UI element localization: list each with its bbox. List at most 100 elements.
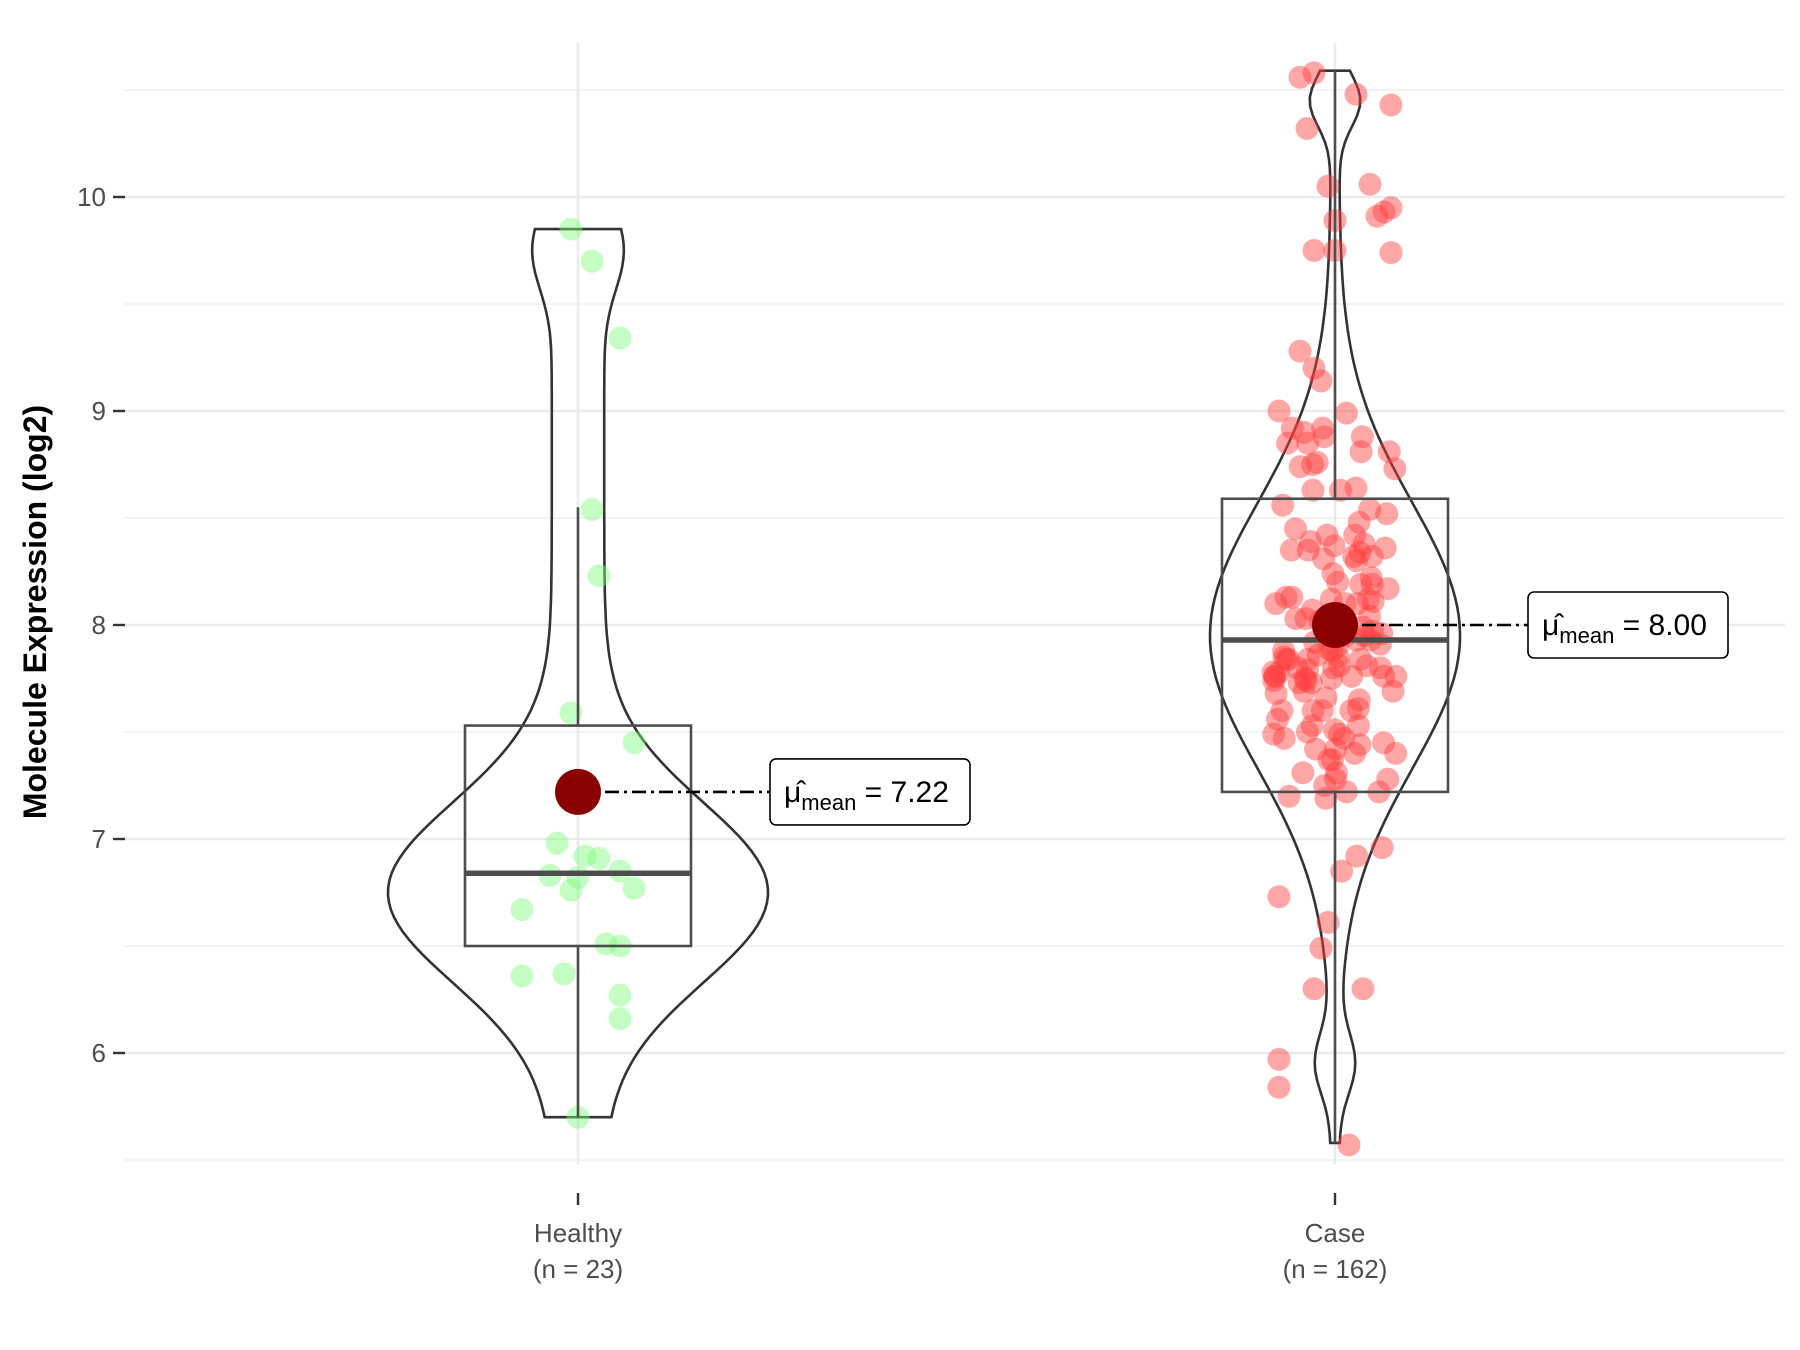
data-point bbox=[1384, 741, 1408, 765]
data-point bbox=[1306, 643, 1330, 667]
data-point bbox=[1330, 859, 1354, 883]
data-point bbox=[1360, 572, 1384, 596]
data-point bbox=[1358, 172, 1382, 196]
data-point bbox=[1317, 748, 1341, 772]
data-point bbox=[1293, 667, 1317, 690]
mean-label-box bbox=[769, 758, 971, 826]
data-point bbox=[1343, 523, 1367, 547]
data-point bbox=[1343, 741, 1367, 765]
box-plots bbox=[463, 70, 1450, 1143]
data-point bbox=[1274, 585, 1298, 609]
data-point bbox=[1326, 645, 1350, 669]
data-point bbox=[580, 249, 604, 273]
data-point bbox=[1370, 836, 1394, 860]
data-point bbox=[1358, 604, 1381, 628]
data-point bbox=[1381, 679, 1405, 703]
data-point bbox=[1379, 241, 1403, 265]
data-point bbox=[1301, 699, 1325, 723]
data-point bbox=[1263, 664, 1287, 688]
mean-point bbox=[555, 768, 601, 815]
data-point bbox=[1280, 585, 1304, 609]
mean-markers: μ̂mean = 7.22 μ̂mean = 8.00 bbox=[555, 591, 1729, 826]
data-point bbox=[1288, 339, 1312, 363]
data-point bbox=[1267, 660, 1291, 684]
data-point bbox=[1305, 450, 1329, 474]
data-point bbox=[608, 326, 632, 350]
data-point bbox=[1302, 977, 1326, 1001]
data-point bbox=[1337, 1133, 1361, 1157]
data-point bbox=[1384, 664, 1408, 688]
data-point bbox=[1288, 65, 1312, 89]
data-point bbox=[1361, 590, 1385, 613]
data-point bbox=[1346, 714, 1370, 738]
data-point bbox=[1296, 658, 1320, 682]
data-point bbox=[1372, 200, 1396, 224]
data-point bbox=[1322, 534, 1346, 558]
mean-point bbox=[1312, 602, 1358, 648]
data-point bbox=[1312, 425, 1336, 449]
data-point bbox=[1379, 93, 1403, 117]
data-point bbox=[1358, 497, 1382, 521]
data-point bbox=[1320, 667, 1344, 690]
data-point bbox=[1315, 523, 1339, 547]
data-point bbox=[594, 932, 618, 956]
mean-label-box bbox=[1527, 591, 1729, 659]
data-point bbox=[1356, 587, 1380, 611]
data-point bbox=[608, 1007, 632, 1031]
data-point bbox=[1267, 1047, 1291, 1071]
data-point bbox=[1340, 664, 1364, 688]
data-point bbox=[1302, 356, 1326, 380]
x-tick-label: Healthy bbox=[534, 1218, 622, 1248]
data-point bbox=[1267, 399, 1291, 423]
data-point bbox=[622, 876, 646, 900]
data-point bbox=[1324, 761, 1348, 785]
data-point bbox=[1263, 664, 1287, 688]
data-point bbox=[1348, 733, 1372, 757]
data-point bbox=[1271, 493, 1295, 517]
data-point bbox=[1339, 699, 1363, 723]
data-point bbox=[1348, 540, 1372, 564]
data-point bbox=[587, 564, 611, 588]
data-point bbox=[1279, 538, 1303, 562]
data-point bbox=[1383, 457, 1407, 481]
data-point bbox=[1296, 538, 1320, 562]
data-point bbox=[1332, 726, 1356, 750]
y-axis-title: Molecule Expression (log2) bbox=[17, 405, 53, 819]
data-point bbox=[1349, 647, 1372, 671]
data-point bbox=[1359, 566, 1383, 590]
data-point bbox=[1351, 977, 1375, 1001]
data-point bbox=[1294, 607, 1318, 631]
data-point bbox=[1284, 517, 1307, 541]
data-point bbox=[552, 962, 576, 986]
data-point bbox=[1342, 545, 1366, 568]
data-point bbox=[1267, 885, 1291, 909]
data-point bbox=[608, 983, 632, 1007]
data-point bbox=[1299, 530, 1323, 553]
data-point bbox=[1288, 455, 1312, 479]
data-point bbox=[1375, 502, 1399, 526]
data-point bbox=[1376, 577, 1400, 601]
x-tick-count-label: (n = 23) bbox=[533, 1254, 623, 1284]
y-tick-label: 6 bbox=[92, 1038, 106, 1068]
data-point bbox=[1324, 737, 1347, 761]
data-point bbox=[1276, 431, 1300, 455]
violins bbox=[386, 69, 1462, 1145]
data-point bbox=[1349, 440, 1373, 464]
data-point bbox=[1295, 720, 1319, 744]
mean-label-text: μ̂mean = 7.22 bbox=[784, 776, 949, 815]
data-point bbox=[1261, 660, 1285, 684]
box bbox=[463, 724, 693, 948]
data-point bbox=[573, 844, 597, 868]
violin-healthy bbox=[386, 227, 770, 1119]
data-point bbox=[1300, 714, 1324, 738]
data-point bbox=[1314, 686, 1338, 710]
data-point bbox=[1310, 699, 1334, 723]
data-point bbox=[1324, 767, 1348, 791]
data-point bbox=[1360, 545, 1384, 568]
data-point bbox=[545, 831, 569, 855]
data-point bbox=[1302, 61, 1326, 85]
data-point bbox=[1328, 654, 1351, 678]
data-point bbox=[1372, 731, 1396, 755]
data-point bbox=[1301, 453, 1325, 476]
